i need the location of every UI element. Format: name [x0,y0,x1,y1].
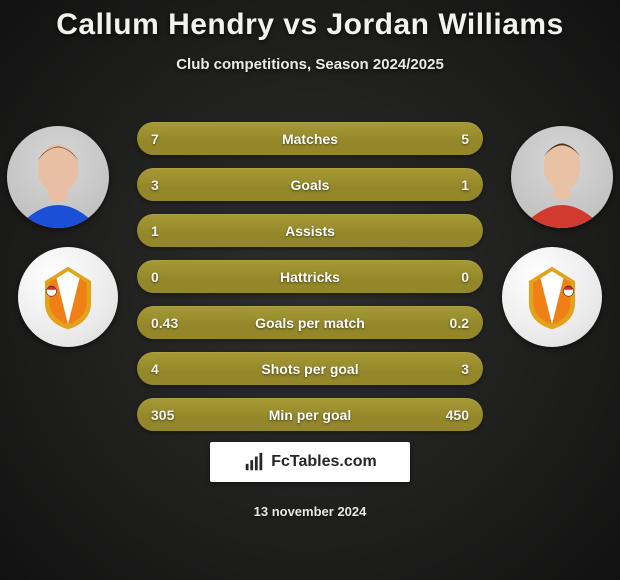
player-left-avatar [7,126,109,228]
stat-right-value: 450 [429,407,469,423]
stat-left-value: 3 [151,177,191,193]
stat-left-value: 0 [151,269,191,285]
player-right-avatar [511,126,613,228]
stat-rows: 7Matches5 3Goals1 1Assists 0Hattricks0 0.43G… [137,122,483,444]
stat-left-value: 7 [151,131,191,147]
date: 13 november 2024 [0,504,620,519]
stat-left-value: 305 [151,407,191,423]
fctables-icon [243,451,265,473]
stat-row: 0.43Goals per match0.2 [137,306,483,339]
club-right-badge [502,247,602,347]
subtitle: Club competitions, Season 2024/2025 [0,56,620,73]
footer-text: FcTables.com [271,453,377,471]
stat-row: 305Min per goal450 [137,398,483,431]
stat-row: 0Hattricks0 [137,260,483,293]
stat-left-value: 0.43 [151,315,191,331]
club-left-badge [18,247,118,347]
stat-left-value: 1 [151,223,191,239]
stat-right-value: 0 [429,269,469,285]
stat-right-value: 1 [429,177,469,193]
stat-row: 1Assists [137,214,483,247]
stat-row: 7Matches5 [137,122,483,155]
stat-row: 4Shots per goal3 [137,352,483,385]
stat-row: 3Goals1 [137,168,483,201]
stat-right-value: 0.2 [429,315,469,331]
stat-right-value: 5 [429,131,469,147]
page-title: Callum Hendry vs Jordan Williams [0,0,620,42]
footer-logo: FcTables.com [210,442,410,482]
stat-left-value: 4 [151,361,191,377]
stat-right-value: 3 [429,361,469,377]
